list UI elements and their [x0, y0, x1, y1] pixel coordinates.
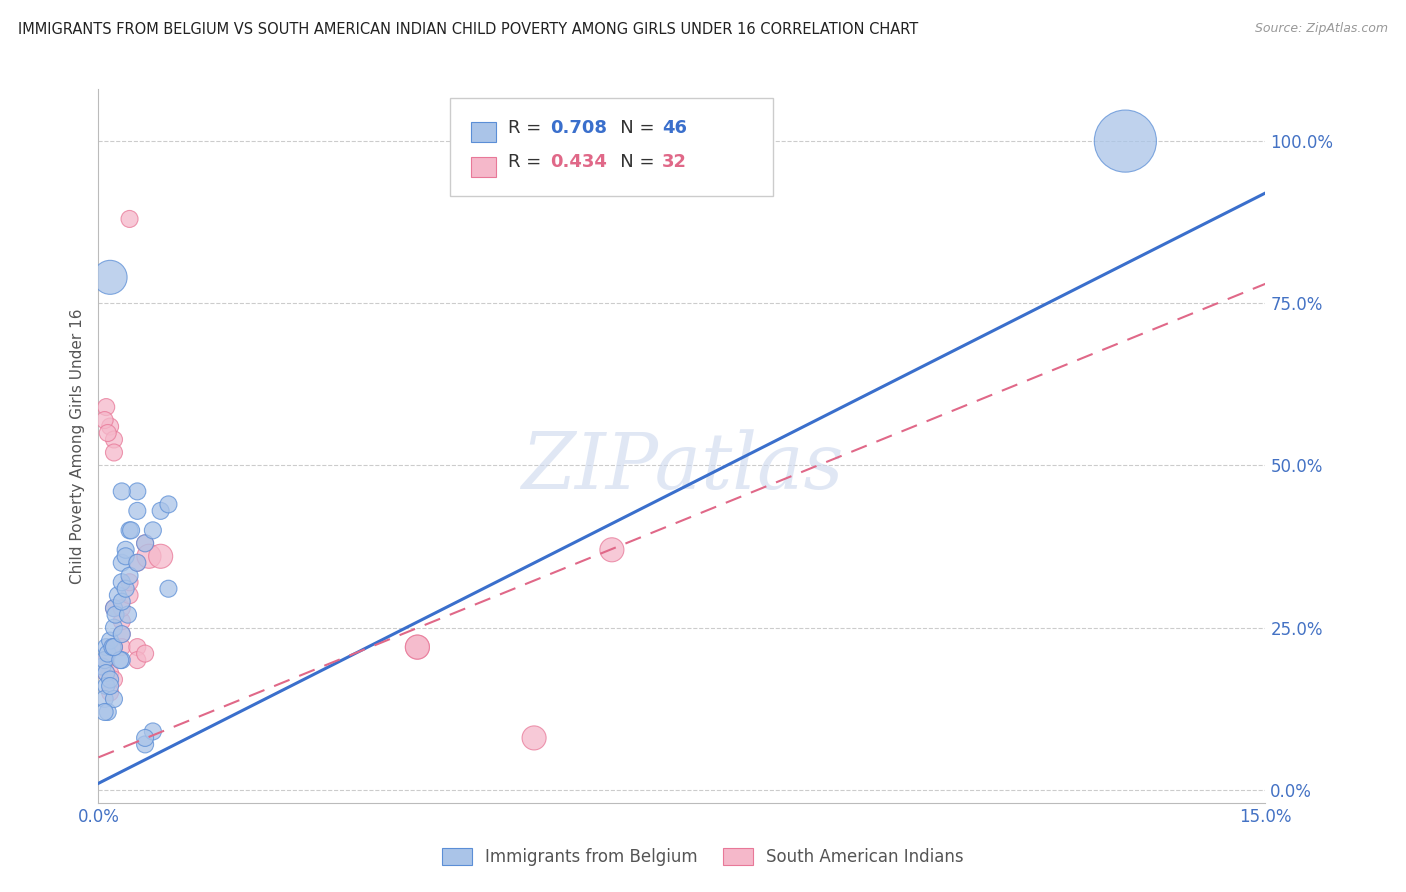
Point — [118, 568, 141, 582]
Point — [111, 627, 134, 641]
Point — [134, 536, 156, 550]
Point — [103, 673, 125, 687]
Text: R =: R = — [508, 153, 547, 171]
Text: ZIPatlas: ZIPatlas — [520, 429, 844, 506]
Point — [108, 653, 131, 667]
Point — [111, 627, 134, 641]
Point — [149, 504, 172, 518]
Point — [103, 621, 125, 635]
Point — [93, 653, 115, 667]
Point — [98, 673, 121, 687]
Point — [142, 524, 165, 538]
Text: Source: ZipAtlas.com: Source: ZipAtlas.com — [1254, 22, 1388, 36]
Point — [134, 731, 156, 745]
Point — [138, 549, 160, 564]
Point — [406, 640, 429, 654]
Point — [93, 705, 115, 719]
Point — [134, 536, 156, 550]
Point — [97, 705, 120, 719]
Point — [97, 425, 120, 440]
Point — [93, 413, 115, 427]
Point — [98, 633, 121, 648]
Point — [103, 445, 125, 459]
Point — [111, 595, 134, 609]
Point — [103, 640, 125, 654]
Point — [103, 601, 125, 615]
Legend: Immigrants from Belgium, South American Indians: Immigrants from Belgium, South American … — [433, 840, 973, 875]
Point — [134, 647, 156, 661]
Point — [98, 270, 121, 285]
Point — [118, 211, 141, 226]
Point — [103, 433, 125, 447]
Point — [97, 647, 120, 661]
Point — [107, 588, 129, 602]
Point — [134, 738, 156, 752]
Point — [114, 549, 136, 564]
Text: 0.434: 0.434 — [550, 153, 606, 171]
Text: 0.708: 0.708 — [550, 119, 607, 136]
Point — [120, 524, 142, 538]
Point — [96, 679, 118, 693]
Point — [111, 484, 134, 499]
Point — [157, 582, 180, 596]
Point — [104, 607, 127, 622]
Point — [114, 542, 136, 557]
Text: 46: 46 — [662, 119, 688, 136]
Point — [127, 640, 149, 654]
Point — [98, 685, 121, 699]
Point — [118, 524, 141, 538]
Point — [127, 556, 149, 570]
Point — [96, 400, 118, 414]
Point — [101, 640, 124, 654]
Point — [406, 640, 429, 654]
Point — [1114, 134, 1136, 148]
Point — [111, 640, 134, 654]
Point — [111, 601, 134, 615]
Point — [101, 640, 124, 654]
Point — [142, 724, 165, 739]
Point — [127, 653, 149, 667]
Point — [98, 666, 121, 681]
Point — [111, 575, 134, 590]
Text: R =: R = — [508, 119, 547, 136]
Point — [96, 666, 118, 681]
Point — [93, 692, 115, 706]
Text: 32: 32 — [662, 153, 688, 171]
Text: N =: N = — [603, 119, 661, 136]
Point — [118, 575, 141, 590]
Point — [111, 614, 134, 628]
Point — [523, 731, 546, 745]
Point — [103, 640, 125, 654]
Point — [111, 556, 134, 570]
Point — [96, 640, 118, 654]
Point — [118, 588, 141, 602]
Point — [103, 692, 125, 706]
Point — [157, 497, 180, 511]
Point — [117, 607, 139, 622]
Point — [127, 556, 149, 570]
Point — [600, 542, 623, 557]
Point — [96, 653, 118, 667]
Point — [103, 601, 125, 615]
Point — [96, 666, 118, 681]
Y-axis label: Child Poverty Among Girls Under 16: Child Poverty Among Girls Under 16 — [69, 309, 84, 583]
Text: N =: N = — [603, 153, 661, 171]
Point — [111, 653, 134, 667]
Text: IMMIGRANTS FROM BELGIUM VS SOUTH AMERICAN INDIAN CHILD POVERTY AMONG GIRLS UNDER: IMMIGRANTS FROM BELGIUM VS SOUTH AMERICA… — [18, 22, 918, 37]
Point — [114, 582, 136, 596]
Point — [127, 504, 149, 518]
Point — [149, 549, 172, 564]
Point — [98, 679, 121, 693]
Point — [127, 484, 149, 499]
Point — [91, 659, 114, 673]
Point — [98, 419, 121, 434]
